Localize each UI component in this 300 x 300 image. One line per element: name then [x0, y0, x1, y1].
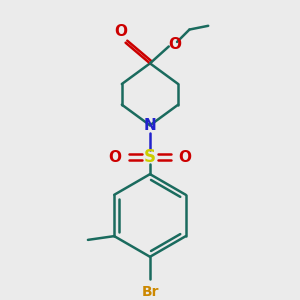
- Text: O: O: [115, 24, 128, 39]
- Text: O: O: [178, 150, 191, 165]
- Text: Br: Br: [141, 285, 159, 299]
- Text: O: O: [169, 37, 182, 52]
- Text: O: O: [109, 150, 122, 165]
- Text: N: N: [144, 118, 156, 133]
- Text: S: S: [144, 148, 156, 166]
